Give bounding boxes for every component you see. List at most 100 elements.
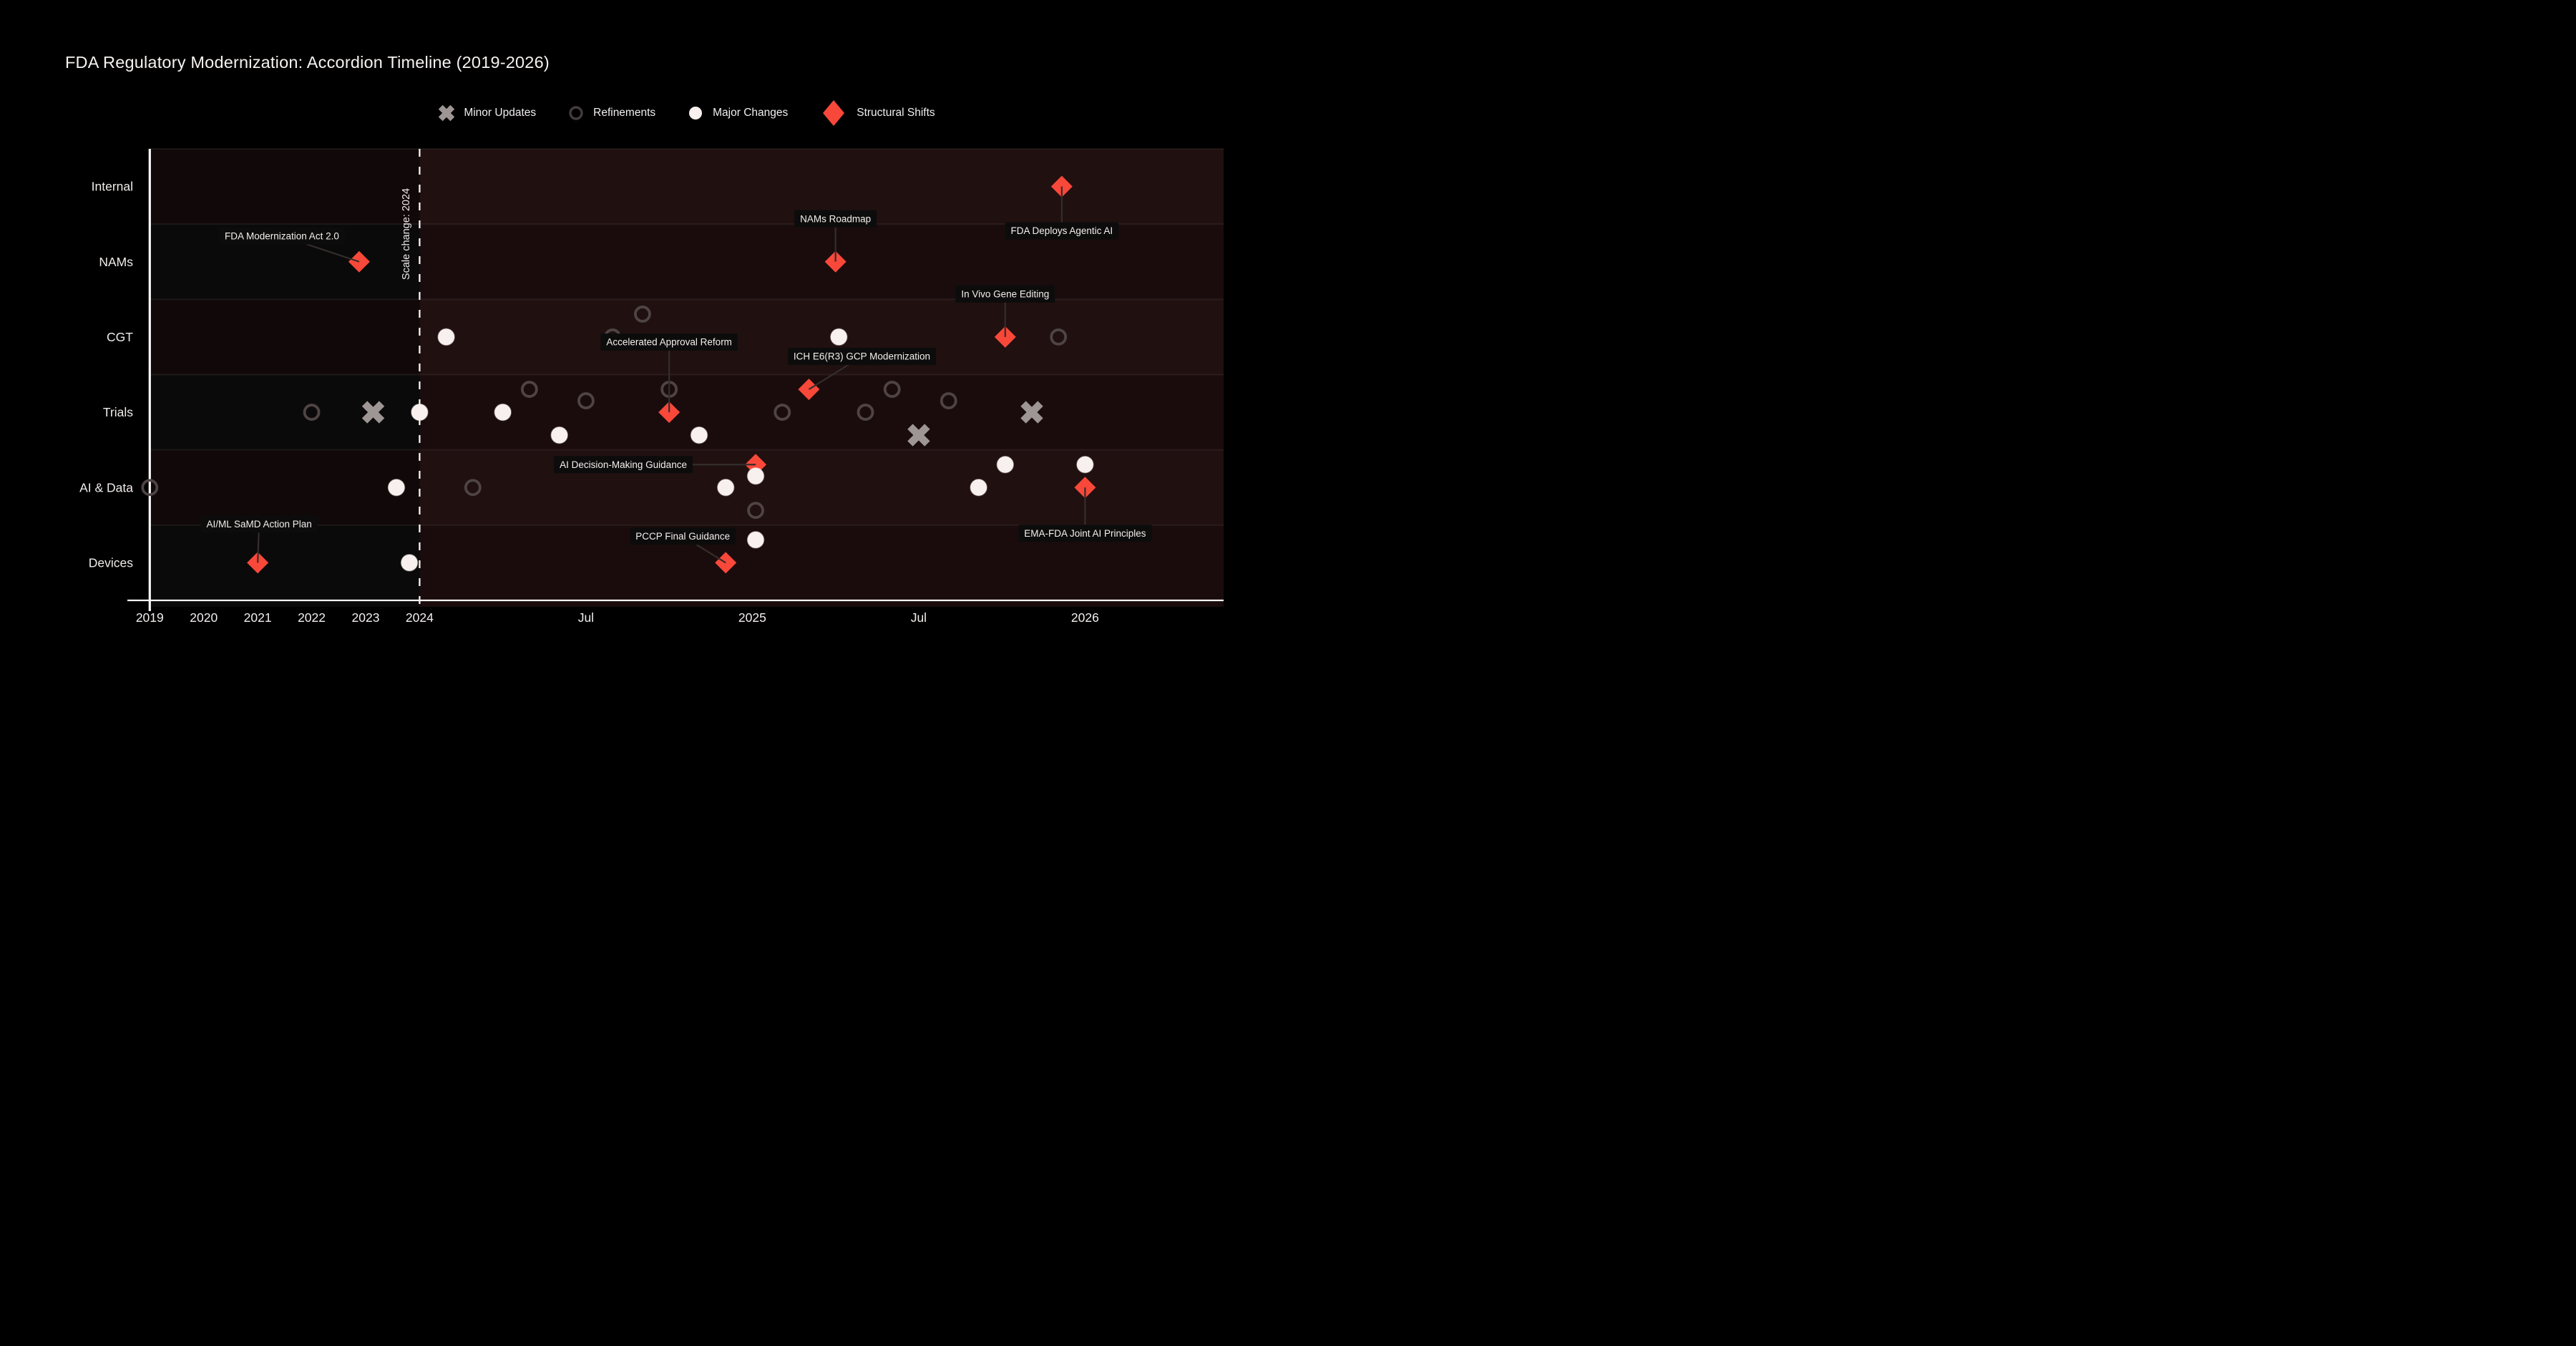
annotation-pill [794,210,877,228]
lane-label-internal: Internal [92,180,133,194]
marker-major-change[interactable] [690,426,708,444]
marker-refinement[interactable] [1050,328,1068,346]
marker-refinement[interactable] [747,502,764,520]
lane-band-pre [150,449,420,525]
annotation-text: PCCP Final Guidance [635,531,730,542]
marker-major-change[interactable] [387,479,406,497]
marker-major-change[interactable] [746,531,765,549]
marker-refinement[interactable] [940,392,957,409]
marker-refinement[interactable] [141,479,159,497]
marker-minor-update[interactable] [907,424,930,447]
legend-label: Structural Shifts [857,107,935,119]
marker-minor-update[interactable] [361,401,385,424]
structural-shifts-icon [819,99,848,127]
x-tick-label[interactable]: 2021 [244,610,272,625]
lane-label-trials: Trials [103,405,133,419]
marker-major-change[interactable] [996,456,1015,474]
annotation-pill [1018,525,1152,542]
annotation-pill [1005,222,1119,240]
x-tick-label[interactable]: 2024 [406,610,434,625]
x-tick-label[interactable]: 2019 [136,610,164,625]
annotation-text: Accelerated Approval Reform [606,337,732,348]
x-tick-label[interactable]: 2023 [352,610,380,625]
lane-label-ai-data: AI & Data [79,480,133,494]
x-tick-label[interactable]: 2026 [1071,610,1099,625]
annotation-label: In Vivo Gene Editing [955,285,1055,303]
annotation-label: EMA-FDA Joint AI Principles [1018,525,1152,542]
legend-item-structural-shifts[interactable]: Structural Shifts [819,99,935,127]
annotation-text: ICH E6(R3) GCP Modernization [794,351,930,362]
legend-label: Minor Updates [464,107,537,119]
marker-major-change[interactable] [400,554,419,572]
legend-label: Refinements [593,107,656,119]
marker-refinement[interactable] [883,381,901,398]
marker-major-change[interactable] [411,403,429,421]
lane-label-nams: NAMs [99,255,133,269]
annotation-text: AI Decision-Making Guidance [560,459,687,470]
annotation-pill [219,227,345,245]
x-tick-label[interactable]: 2020 [190,610,218,625]
annotation-text: FDA Deploys Agentic AI [1011,225,1113,236]
lane-band-pre [150,149,420,225]
marker-major-change[interactable] [437,328,455,346]
scale-change-note: Scale change: 2024 [401,188,412,280]
legend-label: Major Changes [713,107,789,119]
marker-refinement[interactable] [303,404,321,421]
marker-major-change[interactable] [746,467,765,485]
annotation-text: EMA-FDA Joint AI Principles [1024,528,1146,539]
page-title: FDA Regulatory Modernization: Accordion … [65,53,550,72]
annotation-text: NAMs Roadmap [800,213,871,224]
marker-refinement[interactable] [577,392,595,409]
lane-label-cgt: CGT [107,330,133,344]
annotation-label: PCCP Final Guidance [630,527,736,545]
marker-structural-shift[interactable] [348,250,370,273]
timeline-chart: FDA Deploys Agentic AI FDA Modernization … [79,148,1224,625]
major-changes-icon [687,104,704,122]
marker-refinement[interactable] [520,381,538,398]
legend-item-major-changes[interactable]: Major Changes [687,104,788,122]
marker-major-change[interactable] [494,403,512,421]
annotation-label: AI Decision-Making Guidance [554,456,693,474]
x-tick-label[interactable]: Jul [911,610,927,625]
markers-layer [141,175,1096,574]
annotation-pill [200,515,318,533]
marker-major-change[interactable] [970,479,987,497]
marker-refinement[interactable] [464,479,482,497]
lane-band-post [419,449,1224,525]
annotation-label: Accelerated Approval Reform [600,333,738,351]
annotation-label: NAMs Roadmap [794,210,877,228]
lane-label-devices: Devices [89,555,133,570]
annotation-label: ICH E6(R3) GCP Modernization [787,348,936,366]
marker-major-change[interactable] [716,479,735,497]
marker-major-change[interactable] [1076,456,1094,474]
annotation-pill [787,348,936,366]
lane-band-pre [150,299,420,375]
marker-major-change[interactable] [830,328,848,346]
legend-item-minor-updates[interactable]: Minor Updates [438,104,536,122]
annotation-label: AI/ML SaMD Action Plan [200,515,318,533]
marker-minor-update[interactable] [1020,401,1043,424]
legend-item-refinements[interactable]: Refinements [567,104,655,122]
x-tick-label[interactable]: Jul [578,610,594,625]
lane-band-pre [150,374,420,450]
lane-band-pre [150,525,420,607]
marker-refinement[interactable] [774,404,791,421]
x-tick-label[interactable]: 2025 [738,610,766,625]
marker-refinement[interactable] [857,404,874,421]
legend: Minor Updates Refinements Major Changes … [150,99,1224,127]
x-tick-label[interactable]: 2022 [298,610,326,625]
annotation-text: FDA Modernization Act 2.0 [225,230,339,241]
annotation-pill [600,333,738,351]
annotation-text: In Vivo Gene Editing [961,288,1049,299]
lane-band-post [419,374,1224,450]
annotation-text: AI/ML SaMD Action Plan [206,519,311,530]
marker-refinement[interactable] [634,306,651,323]
minor-updates-icon [438,104,455,122]
annotation-pill [955,285,1055,303]
refinements-icon [567,104,585,122]
marker-major-change[interactable] [550,426,568,444]
annotation-label: FDA Deploys Agentic AI [1005,222,1119,240]
annotation-pill [554,456,693,474]
annotation-pill [630,527,736,545]
annotation-labels: FDA Deploys Agentic AI FDA Modernization … [200,210,1152,545]
